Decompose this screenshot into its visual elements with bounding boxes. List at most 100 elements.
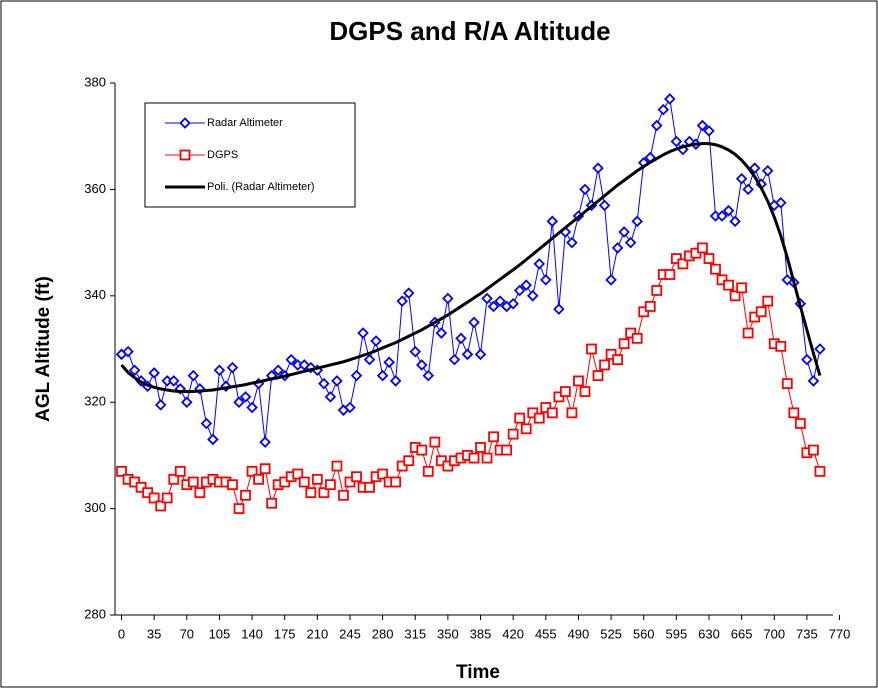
data-point [246,401,258,414]
data-point [148,492,160,504]
x-tick-label: 175 [274,626,296,641]
x-axis-label: Time [456,662,500,683]
legend-label: Radar Altimeter [207,117,283,129]
data-point [742,183,754,196]
x-tick-label: 630 [698,626,720,641]
data-point [474,348,487,361]
data-point [794,418,806,429]
data-point [494,295,506,307]
data-point [723,279,734,291]
data-point [598,199,611,212]
data-point [546,215,559,228]
data-point [513,284,526,297]
x-tick-label: 735 [796,626,818,641]
data-point [128,364,141,377]
data-point [762,295,774,307]
data-point [350,369,363,382]
x-tick-label: 0 [118,626,125,641]
data-point [324,391,337,403]
chart-title: DGPS and R/A Altitude [329,16,610,46]
data-point [213,364,226,377]
data-point [501,444,513,456]
data-point [566,236,578,249]
data-point [586,343,597,355]
data-point [650,119,663,132]
data-point [305,487,317,499]
data-point [435,327,448,339]
x-tick-label: 770 [829,626,851,641]
data-point [389,375,402,387]
legend-label: Poli. (Radar Altimeter) [207,181,315,193]
data-point [710,263,721,275]
x-tick-label: 385 [470,626,492,641]
data-point [167,375,180,387]
data-point [611,242,624,254]
x-tick-label: 455 [535,626,557,641]
data-point [416,444,428,456]
data-point [363,353,376,366]
data-point [468,316,480,329]
data-point [272,364,284,377]
data-point [618,338,630,350]
data-point [351,471,362,483]
data-point [409,345,422,358]
data-point [592,162,604,174]
data-point [318,487,330,499]
data-point [383,356,395,369]
data-point [814,343,826,355]
data-point [311,473,323,485]
data-point [181,396,193,408]
data-point [670,135,683,148]
x-tick-label: 665 [731,626,753,641]
data-point [735,172,748,185]
data-point [761,165,774,177]
x-tick-label: 315 [404,626,426,641]
legend-marker [179,117,191,129]
data-point [664,269,676,280]
data-point [187,369,200,382]
x-tick-label: 210 [306,626,328,641]
data-point [781,378,793,389]
data-point [298,476,310,488]
data-point [253,473,265,485]
series-line [120,142,822,394]
data-point [416,359,428,371]
data-point [801,353,813,366]
data-point [154,399,167,411]
y-axis-label: AGL Altitude (ft) [33,276,54,422]
data-point [546,407,558,419]
data-point [507,298,519,310]
data-point [592,370,604,382]
data-point [566,407,578,419]
data-point [520,279,532,291]
data-point [481,452,493,464]
y-tick-label: 300 [84,500,106,515]
data-point [370,335,382,347]
data-point [357,327,369,339]
data-point [533,258,546,270]
data-point [742,327,754,339]
x-tick-label: 280 [372,626,394,641]
data-point [618,226,630,238]
data-point [461,348,474,361]
data-point [122,345,134,358]
data-point [507,428,519,440]
data-point [573,375,584,387]
data-point [376,369,389,382]
data-point [631,332,643,344]
data-point [174,465,186,477]
data-point [579,386,591,397]
data-point [187,476,199,488]
data-point [644,301,656,312]
data-point [526,290,539,302]
data-point [292,468,304,480]
y-tick-label: 320 [84,394,106,409]
data-point [553,303,565,315]
data-point [631,215,643,228]
data-point [468,452,480,464]
x-tick-label: 420 [502,626,524,641]
data-point [442,292,454,305]
data-point [716,210,728,222]
data-point [612,354,623,366]
data-point [233,503,245,515]
